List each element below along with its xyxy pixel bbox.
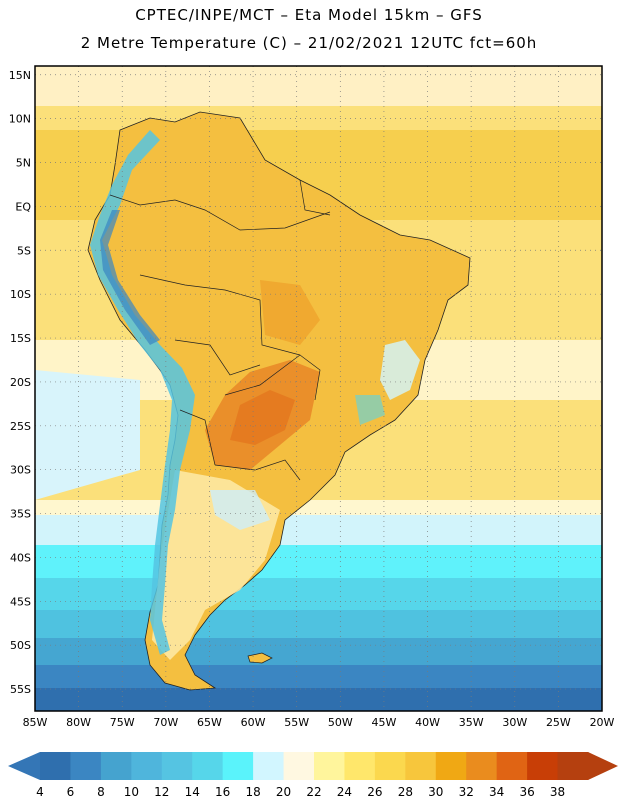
colorbar-swatch [192, 752, 224, 780]
lat-label: 25S [10, 420, 31, 433]
colorbar-swatch [374, 752, 406, 780]
lat-label: 5N [16, 157, 31, 170]
lon-label: 20W [590, 716, 615, 729]
colorbar-swatch [283, 752, 315, 780]
lat-label: 5S [17, 244, 31, 257]
lat-label: 20S [10, 376, 31, 389]
lon-label: 40W [415, 716, 440, 729]
lon-label: 75W [110, 716, 135, 729]
colorbar-label: 10 [124, 785, 139, 799]
lat-label: 40S [10, 551, 31, 564]
lat-label: 10N [9, 113, 31, 126]
colorbar-label: 38 [550, 785, 565, 799]
map-field [35, 66, 602, 711]
colorbar [8, 752, 618, 780]
colorbar-swatch [466, 752, 498, 780]
lat-label: 15N [9, 69, 31, 82]
colorbar-label: 24 [337, 785, 352, 799]
lat-label: 30S [10, 464, 31, 477]
colorbar-swatch [131, 752, 163, 780]
lon-label: 30W [502, 716, 527, 729]
colorbar-label: 4 [36, 785, 44, 799]
colorbar-label: 22 [306, 785, 321, 799]
colorbar-label: 26 [367, 785, 382, 799]
colorbar-left-cap [8, 752, 40, 780]
colorbar-label: 36 [519, 785, 534, 799]
colorbar-swatch [40, 752, 71, 780]
latitude-labels: 15N 10N 5N EQ 5S 10S 15S 20S 25S 30S 35S 40S 45S 50S 5… [9, 69, 32, 696]
colorbar-swatch [405, 752, 437, 780]
colorbar-label: 6 [67, 785, 75, 799]
colorbar-swatch [435, 752, 467, 780]
lon-label: 85W [23, 716, 48, 729]
lon-label: 25W [546, 716, 571, 729]
colorbar-label: 20 [276, 785, 291, 799]
colorbar-swatch [161, 752, 193, 780]
colorbar-swatch [527, 752, 559, 780]
colorbar-label: 14 [185, 785, 200, 799]
colorbar-swatch [557, 752, 589, 780]
lon-label: 45W [371, 716, 396, 729]
lon-label: 35W [459, 716, 484, 729]
colorbar-swatch [496, 752, 528, 780]
lat-label: EQ [15, 200, 31, 213]
lon-label: 65W [197, 716, 222, 729]
lon-label: 50W [328, 716, 353, 729]
map-frame [34, 65, 603, 712]
colorbar-label: 34 [489, 785, 504, 799]
andes-cold-band [90, 130, 195, 655]
map-title: CPTEC/INPE/MCT – Eta Model 15km – GFS [135, 6, 483, 24]
colorbar-swatch [222, 752, 254, 780]
colorbar-label: 32 [459, 785, 474, 799]
map-subtitle: 2 Metre Temperature (C) – 21/02/2021 12U… [80, 34, 538, 52]
colorbar-swatch [70, 752, 102, 780]
colorbar-swatch [344, 752, 376, 780]
lon-label: 80W [66, 716, 91, 729]
colorbar-swatch [100, 752, 132, 780]
lon-label: 60W [241, 716, 266, 729]
lat-label: 35S [10, 508, 31, 521]
lat-label: 45S [10, 595, 31, 608]
colorbar-swatch [253, 752, 285, 780]
colorbar-swatch [314, 752, 345, 780]
longitude-labels: 85W 80W 75W 70W 65W 60W 55W 50W 45W 40W 35W 30W 25W 2… [23, 716, 615, 729]
colorbar-label: 16 [215, 785, 230, 799]
colorbar-label: 30 [428, 785, 443, 799]
colorbar-label: 12 [154, 785, 169, 799]
lon-label: 55W [284, 716, 309, 729]
lat-label: 15S [10, 332, 31, 345]
colorbar-label: 28 [398, 785, 413, 799]
lat-label: 10S [10, 288, 31, 301]
lon-label: 70W [153, 716, 178, 729]
colorbar-right-cap [588, 752, 618, 780]
colorbar-labels: 4 6 8 10 12 14 16 18 20 22 24 26 28 30 32 34 36 38 [36, 785, 565, 799]
colorbar-label: 18 [245, 785, 260, 799]
colorbar-label: 8 [97, 785, 105, 799]
lat-label: 50S [10, 639, 31, 652]
lat-label: 55S [10, 683, 31, 696]
